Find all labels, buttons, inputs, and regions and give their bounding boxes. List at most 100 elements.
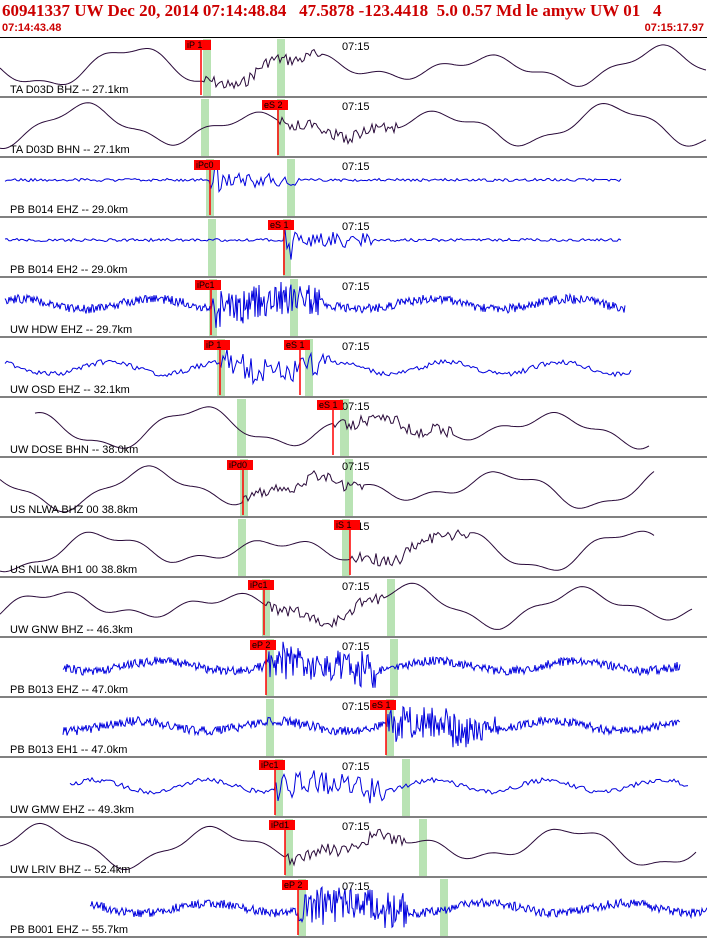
time-tick-label: 07:15 (342, 461, 370, 473)
station-label: PB B013 EH1 -- 47.0km (10, 744, 127, 756)
phase-pick-label: iPc1 (261, 760, 279, 770)
phase-pick-label: eS 1 (286, 340, 305, 350)
phase-window (287, 159, 295, 216)
trace-row[interactable]: 07:15 UW GNW BHZ -- 46.3km iPc1 (0, 579, 707, 638)
phase-pick-tag[interactable] (259, 760, 285, 770)
waveform (4, 229, 622, 260)
trace-row[interactable]: 07:15 UW HDW EHZ -- 29.7km iPc1 (0, 279, 707, 338)
phase-pick-label: iPc1 (250, 580, 268, 590)
waveform (0, 529, 655, 573)
event-header: 60941337 UW Dec 20, 2014 07:14:48.84 47.… (0, 0, 707, 38)
phase-pick-tag[interactable] (269, 820, 295, 830)
time-tick-label: 07:15 (342, 641, 370, 653)
phase-pick-label: iPd0 (229, 460, 247, 470)
trace-row[interactable]: 07:15 PB B014 EHZ -- 29.0km iPc0 (0, 159, 707, 218)
trace-row[interactable]: 07:15 UW DOSE BHN -- 38.0km eS 1 (0, 399, 707, 458)
phase-pick-tag[interactable] (334, 520, 360, 530)
phase-pick-tag[interactable] (227, 460, 253, 470)
station-label: TA D03D BHN -- 27.1km (10, 144, 130, 156)
phase-window (266, 699, 274, 756)
phase-pick-label: iPc1 (197, 280, 215, 290)
phase-pick-tag[interactable] (194, 160, 220, 170)
time-tick-label: 07:15 (342, 761, 370, 773)
phase-window (387, 579, 395, 636)
waveform (0, 102, 707, 149)
waveform (0, 465, 655, 513)
phase-window (209, 279, 217, 336)
waveform (62, 705, 681, 748)
phase-window (342, 519, 350, 576)
phase-pick-tag[interactable] (250, 640, 276, 650)
phase-window (419, 819, 427, 876)
waveform (4, 348, 632, 386)
phase-pick-tag[interactable] (268, 220, 294, 230)
phase-window (402, 759, 410, 816)
trace-row[interactable]: 07:15 PB B014 EH2 -- 29.0km eS 1 (0, 219, 707, 278)
trace-row[interactable]: 07:15 PB B013 EH1 -- 47.0km eS 1 (0, 699, 707, 758)
station-label: UW OSD EHZ -- 32.1km (10, 384, 130, 396)
waveform (0, 582, 693, 630)
trace-row[interactable]: 07:15 UW OSD EHZ -- 32.1km iP 1 eS 1 (0, 339, 707, 398)
phase-pick-label: iPd1 (271, 820, 289, 830)
phase-pick-label: eS 1 (372, 700, 391, 710)
trace-row[interactable]: 07:15 TA D03D BHN -- 27.1km eS 2 (0, 99, 707, 158)
phase-pick-label: eS 1 (270, 220, 289, 230)
time-tick-label: 07:15 (342, 581, 370, 593)
phase-pick-tag[interactable] (262, 100, 288, 110)
trace-row[interactable]: 07:15 UW LRIV BHZ -- 52.4km iPd1 (0, 819, 707, 878)
phase-pick-tag[interactable] (284, 340, 310, 350)
trace-row[interactable]: 07:15 PB B001 EHZ -- 55.7km eP 2 (0, 879, 707, 938)
time-tick-label: 07:15 (342, 281, 370, 293)
trace-row[interactable]: 07:15 US NLWA BHZ 00 38.8km iPd0 (0, 459, 707, 518)
station-label: PB B001 EHZ -- 55.7km (10, 924, 128, 936)
phase-window (345, 459, 353, 516)
time-tick-label: 07:15 (342, 161, 370, 173)
phase-pick-label: eP 2 (252, 640, 270, 650)
station-label: TA D03D BHZ -- 27.1km (10, 84, 128, 96)
waveform (4, 160, 622, 193)
station-label: UW HDW EHZ -- 29.7km (10, 324, 132, 336)
phase-pick-tag[interactable] (317, 400, 343, 410)
waveform (4, 281, 626, 328)
waveform (34, 406, 650, 450)
trace-row[interactable]: 07:15 TA D03D BHZ -- 27.1km iP 1 (0, 39, 707, 98)
phase-pick-tag[interactable] (282, 880, 308, 890)
phase-pick-tag[interactable] (370, 700, 396, 710)
station-label: US NLWA BHZ 00 38.8km (10, 504, 138, 516)
phase-pick-tag[interactable] (204, 340, 230, 350)
phase-pick-tag[interactable] (248, 580, 274, 590)
waveform (89, 885, 707, 929)
phase-pick-label: eS 2 (264, 100, 283, 110)
waveform (62, 641, 681, 688)
phase-pick-tag[interactable] (185, 40, 211, 50)
time-tick-label: 07:15 (342, 41, 370, 53)
trace-row[interactable]: 07:15 UW GMW EHZ -- 49.3km iPc1 (0, 759, 707, 818)
trace-row[interactable]: 07:15 PB B013 EHZ -- 47.0km eP 2 (0, 639, 707, 698)
event-title: 60941337 UW Dec 20, 2014 07:14:48.84 47.… (2, 1, 662, 20)
phase-pick-label: eP 2 (284, 880, 302, 890)
phase-pick-label: iP 1 (187, 40, 202, 50)
phase-window (290, 279, 298, 336)
phase-window (440, 879, 448, 936)
time-tick-label: 07:15 (342, 401, 370, 413)
time-tick-label: 07:15 (342, 881, 370, 893)
phase-window (277, 99, 285, 156)
time-tick-label: 07:15 (342, 701, 370, 713)
station-label: UW GMW EHZ -- 49.3km (10, 804, 134, 816)
phase-window (237, 399, 246, 456)
phase-window (238, 519, 246, 576)
phase-pick-tag[interactable] (195, 280, 221, 290)
time-tick-label: 07:15 (342, 221, 370, 233)
waveform (69, 770, 689, 804)
time-tick-label: 07:15 (342, 821, 370, 833)
phase-pick-label: iP 1 (206, 340, 221, 350)
phase-window (386, 699, 394, 756)
station-label: US NLWA BH1 00 38.8km (10, 564, 137, 576)
phase-window (240, 459, 248, 516)
phase-window (275, 759, 283, 816)
time-tick-label: 07:15 (342, 341, 370, 353)
start-time-label: 07:14:43.48 (2, 22, 62, 34)
phase-pick-label: eS 1 (319, 400, 338, 410)
